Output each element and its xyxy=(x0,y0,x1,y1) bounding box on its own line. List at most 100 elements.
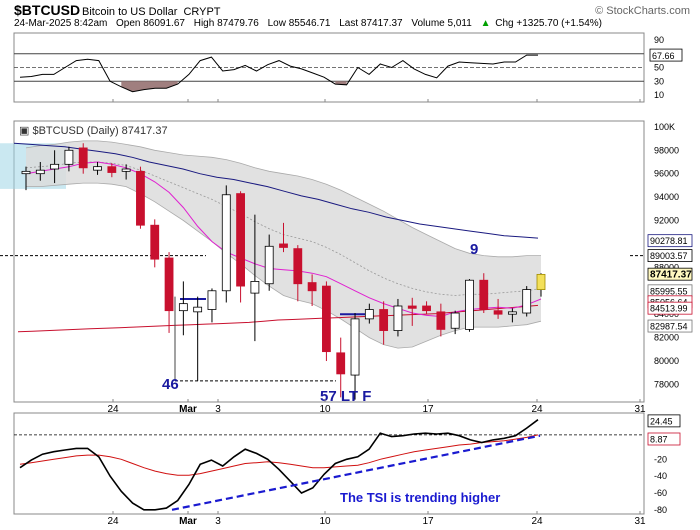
candle-body xyxy=(522,289,532,314)
price-tick-label: 78000 xyxy=(654,379,679,389)
candle-body xyxy=(322,285,331,353)
tsi-panel: -20 -40 -60 -80 24.45 8.87 The TSI is trending… xyxy=(14,414,681,515)
candle-body xyxy=(436,311,446,330)
momentum-tick-label: 30 xyxy=(654,76,664,86)
price-label-box xyxy=(647,249,693,263)
momentum-tick-label: 90 xyxy=(654,35,664,45)
candle-body xyxy=(493,310,503,315)
momentum-line xyxy=(19,54,538,93)
candle-body xyxy=(207,290,217,310)
tsi-line xyxy=(19,419,539,511)
price-tick-label: 88000 xyxy=(654,262,679,272)
price-panel-label: ▣ $BTCUSD (Daily) 87417.37 xyxy=(19,125,168,137)
instrument-name: Bitcoin to US Dollar CRYPT xyxy=(82,6,221,18)
symbol-label: $BTCUSD xyxy=(14,2,80,18)
price-panel-frame xyxy=(13,120,645,403)
tsi-date-label: 24 xyxy=(531,516,543,527)
candle-body xyxy=(221,194,231,292)
annotation-count-9: 9 xyxy=(470,241,478,258)
candle-body xyxy=(150,224,160,260)
tsi-tick-label: -20 xyxy=(654,454,667,464)
price-label-box xyxy=(647,234,693,248)
tsi-date-label: Mar xyxy=(179,516,197,527)
tsi-tick-label: -40 xyxy=(654,471,667,481)
candle-body xyxy=(236,193,245,287)
price-tick-label: 98000 xyxy=(654,145,679,155)
candle-body xyxy=(178,303,188,312)
tsi-tick-label: -80 xyxy=(654,505,667,515)
candle-body xyxy=(422,305,431,312)
candle-body xyxy=(350,318,360,376)
price-label-value: 84513.99 xyxy=(650,304,688,314)
candle-body xyxy=(364,309,374,320)
price-tick-label: 96000 xyxy=(654,169,679,179)
candle-body xyxy=(164,257,174,312)
price-tick-label: 92000 xyxy=(654,216,679,226)
price-label-value: 90278.81 xyxy=(650,236,688,246)
candle-body xyxy=(393,305,403,331)
price-label-value: 89003.57 xyxy=(650,251,688,261)
momentum-last-value-box xyxy=(649,48,683,62)
price-tick-label: 94000 xyxy=(654,192,679,202)
price-label-bg xyxy=(16,123,186,136)
candle-body xyxy=(450,312,460,329)
candle-body xyxy=(107,166,117,173)
candle-body xyxy=(336,352,346,375)
tsi-trend-line xyxy=(171,434,541,511)
tsi-value-label: 24.45 xyxy=(650,416,673,426)
price-tick-label: 82000 xyxy=(654,333,679,343)
chart-header: $BTCUSD Bitcoin to US Dollar CRYPT © Sto… xyxy=(14,2,690,29)
moving-average-long xyxy=(17,304,539,333)
price-label-value: 85995.55 xyxy=(650,286,688,296)
momentum-panel: 907050301067.66 xyxy=(14,35,683,100)
candle-body xyxy=(35,169,45,175)
momentum-tick-label: 10 xyxy=(654,90,664,100)
tsi-date-label: 31 xyxy=(634,516,646,527)
price-panel: 100K980009600094000920009000088000860008… xyxy=(0,122,693,405)
price-tick-label: 80000 xyxy=(654,356,679,366)
annotation-count-46: 46 xyxy=(162,376,179,393)
price-date-label: 24 xyxy=(107,404,119,415)
oversold-fill xyxy=(121,81,178,92)
candle-body xyxy=(78,147,88,169)
candle-body xyxy=(465,279,474,330)
candle-body xyxy=(193,306,203,313)
candle-body xyxy=(407,305,417,309)
price-label-value: 82987.54 xyxy=(650,322,688,332)
tsi-tick-label: -60 xyxy=(654,488,667,498)
candle-body xyxy=(121,168,131,172)
candle-body xyxy=(250,281,260,294)
candle-body xyxy=(307,282,317,292)
candle-body xyxy=(21,170,31,175)
candle-body xyxy=(536,273,546,291)
bollinger-upper-line xyxy=(25,140,541,258)
change-arrow: ▲ xyxy=(481,18,491,29)
candle-body xyxy=(279,243,288,248)
candle-body xyxy=(379,309,389,331)
tsi-annotation: The TSI is trending higher xyxy=(340,490,500,505)
trend-line xyxy=(13,142,539,239)
candle-body xyxy=(50,163,60,170)
watermark: © StockCharts.com xyxy=(595,5,690,17)
quote-line: 24-Mar-2025 8:42am Open 86091.67 High 87… xyxy=(14,18,602,29)
price-date-label: 3 xyxy=(215,404,221,415)
price-label-value: 87417.37 xyxy=(650,270,692,281)
price-date-label: 24 xyxy=(531,404,543,415)
price-date-label: Mar xyxy=(179,404,197,415)
tsi-date-label: 3 xyxy=(215,516,221,527)
tsi-signal-line xyxy=(19,434,539,476)
tsi-value-box xyxy=(647,414,681,428)
price-label-box xyxy=(647,319,693,333)
momentum-last-value: 67.66 xyxy=(652,51,675,61)
tsi-panel-frame xyxy=(13,412,645,515)
candle-body xyxy=(293,248,303,285)
tsi-value-label: 8.87 xyxy=(650,434,668,444)
price-label-box xyxy=(647,267,693,281)
tsi-value-box xyxy=(647,432,681,446)
price-date-label: 31 xyxy=(634,404,646,415)
tsi-date-label: 24 xyxy=(107,516,119,527)
candle-body xyxy=(136,170,145,226)
candle-body xyxy=(479,279,489,310)
price-date-label: 17 xyxy=(422,404,434,415)
